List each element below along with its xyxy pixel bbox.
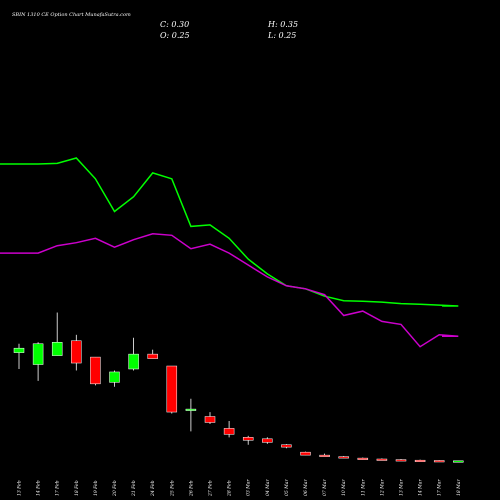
candle-15 — [300, 451, 311, 456]
candle-body — [90, 356, 101, 385]
x-tick-label: 06 Mar — [303, 479, 309, 496]
x-tick-label: 28 Feb — [227, 480, 233, 497]
x-tick-label: 20 Feb — [112, 480, 118, 497]
candle-body — [32, 343, 44, 365]
candle-body — [71, 340, 82, 364]
x-tick-label: 18 Mar — [456, 479, 462, 496]
low-readout: L: 0.25 — [267, 31, 296, 40]
candle-9 — [185, 398, 197, 432]
x-tick-label: 14 Mar — [418, 479, 424, 496]
candle-0 — [13, 343, 25, 369]
chart-title: SBIN 1310 CE Option Chart MunafaSutra.co… — [12, 12, 131, 18]
candle-13 — [262, 437, 273, 444]
candle-14 — [281, 444, 292, 449]
indicator-lines — [0, 157, 459, 348]
x-tick-label: 17 Mar — [437, 479, 443, 496]
candle-body — [319, 454, 330, 457]
candle-body — [147, 353, 158, 359]
candle-body — [300, 451, 311, 456]
candle-body — [166, 365, 178, 413]
x-tick-label: 10 Mar — [341, 479, 347, 496]
candle-body — [13, 347, 25, 353]
candle-16 — [319, 453, 330, 457]
candle-10 — [204, 412, 216, 424]
x-tick-label: 04 Mar — [265, 479, 271, 496]
x-tick-label: 27 Feb — [208, 480, 214, 497]
candle-body — [109, 371, 120, 383]
high-readout: H: 0.35 — [267, 20, 298, 29]
x-tick-label: 21 Feb — [131, 480, 137, 497]
indicator-line-1 — [0, 233, 459, 348]
candle-body — [453, 460, 464, 463]
candle-body — [433, 460, 445, 463]
candle-body — [185, 408, 197, 411]
candle-22 — [433, 460, 445, 463]
candle-5 — [109, 370, 120, 387]
x-tick-label: 11 Mar — [360, 479, 366, 496]
candle-6 — [128, 337, 139, 371]
candle-18 — [357, 457, 369, 460]
candle-body — [262, 438, 273, 443]
candle-7 — [147, 349, 158, 359]
candle-body — [338, 456, 349, 459]
candle-21 — [414, 459, 426, 462]
candle-17 — [338, 456, 349, 459]
indicator-line-0 — [0, 157, 459, 307]
candle-1 — [32, 342, 44, 381]
x-tick-label: 25 Feb — [169, 480, 175, 497]
open-readout: O: 0.25 — [160, 31, 190, 40]
candle-body — [376, 458, 388, 461]
candle-23 — [453, 460, 464, 463]
candle-body — [204, 416, 216, 423]
candle-2 — [51, 312, 63, 356]
candle-body — [51, 341, 63, 356]
candle-4 — [90, 356, 101, 386]
candle-body — [281, 444, 292, 448]
x-tick-label: 03 Mar — [246, 479, 252, 496]
x-tick-label: 17 Feb — [55, 480, 61, 496]
x-tick-label: 13 Feb — [17, 480, 23, 496]
candle-8 — [166, 365, 178, 414]
x-tick-label: 24 Feb — [150, 480, 156, 497]
x-tick-label: 07 Mar — [322, 479, 328, 496]
candle-body — [357, 457, 369, 460]
candle-body — [128, 353, 139, 370]
candle-20 — [395, 459, 407, 462]
x-axis-ticks: 13 Feb 14 Feb 17 Feb 18 Feb 19 Feb 20 Feb 21 F… — [17, 479, 462, 497]
candle-body — [395, 459, 407, 462]
candle-body — [414, 459, 426, 462]
candle-body — [223, 428, 235, 435]
candle-19 — [376, 458, 388, 461]
candle-body — [242, 437, 254, 441]
x-tick-label: 14 Feb — [36, 480, 42, 496]
candle-12 — [242, 435, 254, 445]
x-tick-label: 26 Feb — [188, 480, 194, 497]
close-readout: C: 0.30 — [160, 20, 189, 29]
candle-3 — [71, 334, 82, 371]
x-tick-label: 18 Feb — [74, 480, 80, 496]
candles — [13, 312, 464, 463]
x-tick-label: 13 Mar — [399, 479, 405, 496]
x-tick-label: 05 Mar — [284, 479, 290, 496]
x-tick-label: 19 Feb — [93, 480, 99, 496]
x-tick-label: 12 Mar — [379, 479, 385, 496]
candle-11 — [223, 420, 235, 438]
